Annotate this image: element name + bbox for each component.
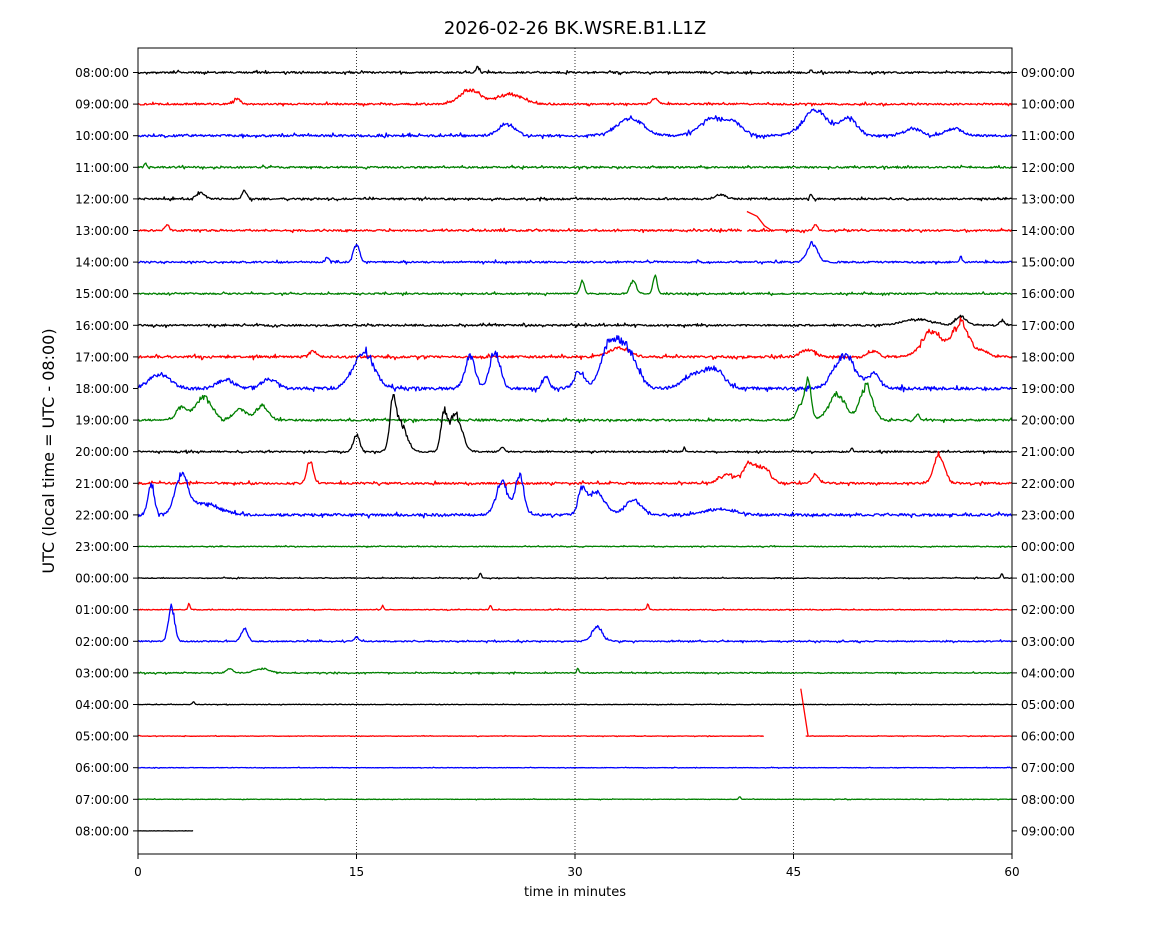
left-y-tick-label: 22:00:00 <box>75 508 129 522</box>
left-y-tick-label: 17:00:00 <box>75 350 129 364</box>
left-y-tick-label: 18:00:00 <box>75 382 129 396</box>
seismic-trace <box>137 274 1013 297</box>
seismic-trace <box>137 572 1013 580</box>
right-y-tick-label: 17:00:00 <box>1021 319 1075 333</box>
left-y-tick-label: 08:00:00 <box>75 66 129 80</box>
left-y-tick-label: 01:00:00 <box>75 603 129 617</box>
left-y-tick-label: 02:00:00 <box>75 635 129 649</box>
seismic-trace <box>137 314 1013 329</box>
chart-title: 2026-02-26 BK.WSRE.B1.L1Z <box>444 18 706 39</box>
seismic-trace <box>137 162 1013 171</box>
left-y-tick-label: 05:00:00 <box>75 730 129 744</box>
seismic-trace <box>137 317 1013 361</box>
x-tick-label: 45 <box>786 865 801 879</box>
seismic-trace <box>137 450 1013 487</box>
right-y-tick-label: 07:00:00 <box>1021 761 1075 775</box>
left-y-tick-label: 19:00:00 <box>75 414 129 428</box>
seismic-trace <box>137 210 1013 234</box>
right-y-tick-label: 20:00:00 <box>1021 414 1075 428</box>
left-y-tick-label: 20:00:00 <box>75 445 129 459</box>
right-y-tick-label: 03:00:00 <box>1021 635 1075 649</box>
x-tick-label: 0 <box>134 865 142 879</box>
left-y-tick-label: 23:00:00 <box>75 540 129 554</box>
right-y-tick-label: 08:00:00 <box>1021 793 1075 807</box>
left-y-tick-label: 03:00:00 <box>75 666 129 680</box>
right-y-tick-label: 09:00:00 <box>1021 66 1075 80</box>
seismic-trace <box>137 393 1013 455</box>
left-y-tick-label: 10:00:00 <box>75 129 129 143</box>
right-y-tick-label: 05:00:00 <box>1021 698 1075 712</box>
right-y-tick-label: 10:00:00 <box>1021 98 1075 112</box>
left-y-tick-label: 08:00:00 <box>75 824 129 838</box>
right-y-tick-label: 18:00:00 <box>1021 350 1075 364</box>
right-y-tick-label: 09:00:00 <box>1021 824 1075 838</box>
right-y-tick-label: 22:00:00 <box>1021 477 1075 491</box>
seismic-trace <box>137 688 1012 738</box>
right-y-tick-label: 02:00:00 <box>1021 603 1075 617</box>
left-y-tick-label: 14:00:00 <box>75 256 129 270</box>
x-tick-label: 15 <box>349 865 364 879</box>
traces-layer <box>137 65 1013 832</box>
seismic-trace <box>137 766 1013 769</box>
right-y-tick-label: 21:00:00 <box>1021 445 1075 459</box>
right-y-tick-label: 23:00:00 <box>1021 508 1075 522</box>
left-y-tick-label: 12:00:00 <box>75 192 129 206</box>
left-y-axis: 08:00:00 09:00:00 10:00:00 11:00:00 12:00:00… <box>75 66 138 838</box>
seismic-trace <box>137 334 1013 393</box>
seismic-trace <box>137 65 1013 76</box>
left-y-tick-label: 21:00:00 <box>75 477 129 491</box>
right-y-tick-label: 14:00:00 <box>1021 224 1075 238</box>
left-y-tick-label: 11:00:00 <box>75 161 129 175</box>
left-y-tick-label: 06:00:00 <box>75 761 129 775</box>
seismic-trace <box>137 88 1013 107</box>
right-y-tick-label: 00:00:00 <box>1021 540 1075 554</box>
x-axis: 0 15 30 45 60 <box>134 854 1020 879</box>
seismic-trace <box>137 471 1013 519</box>
x-tick-label: 30 <box>567 865 582 879</box>
seismic-trace <box>137 701 1013 706</box>
y-axis-label: UTC (local time = UTC - 08:00) <box>39 328 58 573</box>
right-y-tick-label: 11:00:00 <box>1021 129 1075 143</box>
left-y-tick-label: 00:00:00 <box>75 572 129 586</box>
left-y-tick-label: 07:00:00 <box>75 793 129 807</box>
right-y-tick-label: 04:00:00 <box>1021 666 1075 680</box>
right-y-tick-label: 19:00:00 <box>1021 382 1075 396</box>
seismic-trace <box>137 603 1013 644</box>
right-y-tick-label: 15:00:00 <box>1021 256 1075 270</box>
right-y-tick-label: 01:00:00 <box>1021 572 1075 586</box>
left-y-tick-label: 13:00:00 <box>75 224 129 238</box>
left-y-tick-label: 15:00:00 <box>75 287 129 301</box>
x-tick-label: 60 <box>1004 865 1019 879</box>
right-y-tick-label: 13:00:00 <box>1021 192 1075 206</box>
left-y-tick-label: 09:00:00 <box>75 98 129 112</box>
right-y-tick-label: 06:00:00 <box>1021 730 1075 744</box>
right-y-tick-label: 12:00:00 <box>1021 161 1075 175</box>
grid-layer <box>356 48 794 854</box>
seismic-trace <box>137 796 1012 801</box>
left-y-tick-label: 04:00:00 <box>75 698 129 712</box>
x-axis-label: time in minutes <box>524 885 626 900</box>
left-y-tick-label: 16:00:00 <box>75 319 129 333</box>
seismic-trace <box>137 108 1013 140</box>
right-y-tick-label: 16:00:00 <box>1021 287 1075 301</box>
right-y-axis: 09:00:00 10:00:00 11:00:00 12:00:00 13:00:00… <box>1012 66 1075 838</box>
